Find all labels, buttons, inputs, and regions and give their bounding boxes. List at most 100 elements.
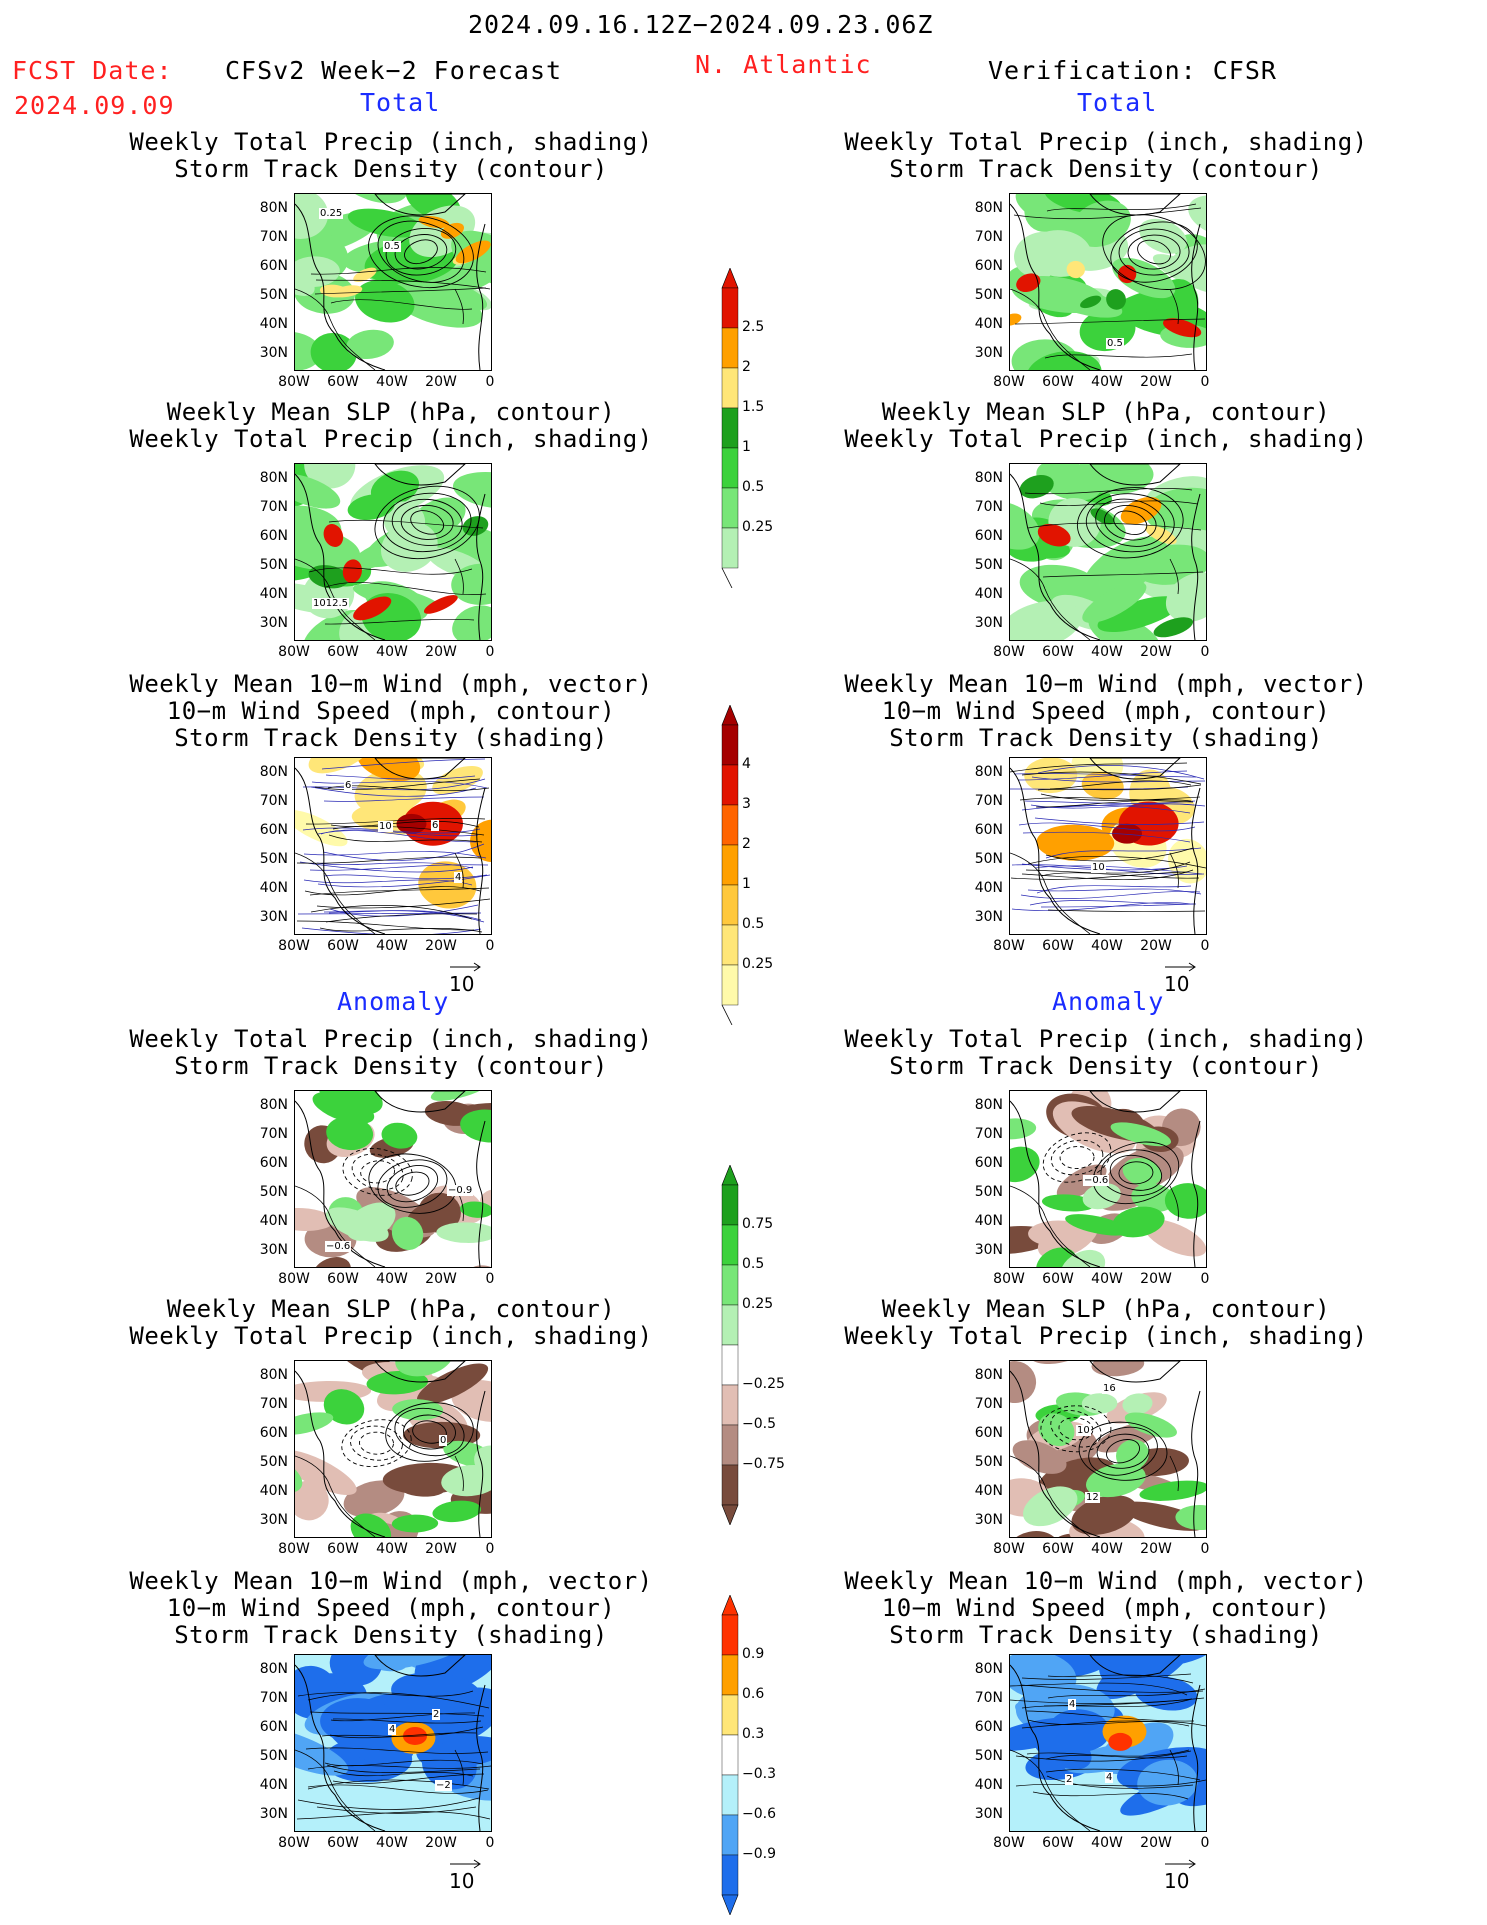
panel-title-line: Weekly Total Precip (inch, shading) [844, 1322, 1368, 1350]
lat-tick-label: 30N [974, 615, 1003, 631]
contour-label: 6 [344, 780, 353, 791]
map-panel-fcst-precip-anom: −0.9 −0.6 [294, 1090, 492, 1268]
lat-tick-label: 50N [259, 1184, 288, 1200]
map-field-svg [1010, 1655, 1206, 1831]
colorbar-track_anom [721, 1595, 739, 1915]
lon-tick-label: 0 [485, 1541, 495, 1557]
lat-tick-label: 70N [259, 1126, 288, 1142]
colorbar-tick-label: 0.25 [742, 956, 774, 972]
map-field-svg [1010, 758, 1206, 934]
vector-ref-value: 10 [449, 1869, 475, 1893]
colorbar-tick-label: 0.25 [742, 1296, 774, 1312]
lon-tick-label: 40W [376, 1541, 408, 1557]
lat-tick-label: 40N [974, 1777, 1003, 1793]
lon-tick-label: 80W [278, 644, 310, 660]
lat-tick-label: 50N [974, 287, 1003, 303]
panel-title-line: Weekly Mean 10−m Wind (mph, vector) [129, 670, 653, 698]
map-panel-fcst-precip-total: 0.25 0.5 [294, 193, 492, 371]
lon-tick-label: 60W [1042, 644, 1074, 660]
panel-title-line: Weekly Total Precip (inch, shading) [129, 425, 653, 453]
lat-tick-label: 60N [259, 258, 288, 274]
map-panel-fcst-wind-anom: 2 −2 4 [294, 1654, 492, 1832]
lat-tick-label: 70N [259, 1690, 288, 1706]
lon-tick-label: 20W [1140, 938, 1172, 954]
lon-tick-label: 40W [1091, 644, 1123, 660]
lon-tick-label: 0 [1200, 1541, 1210, 1557]
map-field-svg [295, 1091, 491, 1267]
contour-label: 10 [1091, 862, 1106, 873]
contour-label: 16 [1102, 1383, 1117, 1394]
colorbar-tick-label: −0.9 [742, 1846, 776, 1862]
lat-tick-label: 50N [974, 1454, 1003, 1470]
lat-tick-label: 60N [974, 1155, 1003, 1171]
lat-tick-label: 80N [974, 200, 1003, 216]
vector-ref-value: 10 [449, 972, 475, 996]
lat-tick-label: 40N [259, 880, 288, 896]
lon-tick-label: 60W [1042, 1271, 1074, 1287]
lat-tick-label: 30N [974, 909, 1003, 925]
lon-tick-label: 0 [485, 644, 495, 660]
lat-tick-label: 30N [974, 1512, 1003, 1528]
colorbar-track_total [721, 705, 739, 1025]
map-panel-obs-precip-anom: −0.6 [1009, 1090, 1207, 1268]
lon-tick-label: 80W [993, 1271, 1025, 1287]
contour-label: −2 [435, 1780, 452, 1791]
map-field-svg [295, 758, 491, 934]
map-field-svg [1010, 194, 1206, 370]
contour-label: 4 [454, 872, 463, 883]
lat-tick-label: 70N [259, 793, 288, 809]
contour-label: 12 [1085, 1492, 1100, 1503]
contour-label: −0.9 [447, 1185, 474, 1196]
colorbar-tick-label: 0.3 [742, 1726, 765, 1742]
lon-tick-label: 40W [376, 1835, 408, 1851]
lat-tick-label: 70N [259, 499, 288, 515]
lon-tick-label: 40W [1091, 938, 1123, 954]
lat-tick-label: 80N [974, 1367, 1003, 1383]
lon-tick-label: 40W [376, 938, 408, 954]
colorbar-tick-label: 0.75 [742, 1216, 774, 1232]
vector-arrow-icon [1165, 962, 1196, 972]
lon-tick-label: 40W [376, 644, 408, 660]
lon-tick-label: 60W [1042, 938, 1074, 954]
panel-title-line: Weekly Total Precip (inch, shading) [844, 128, 1368, 156]
panel-title-line: Weekly Total Precip (inch, shading) [129, 128, 653, 156]
colorbar-tick-label: 4 [742, 756, 751, 772]
panel-title-line: Weekly Mean SLP (hPa, contour) [166, 1295, 616, 1323]
lat-tick-label: 70N [974, 499, 1003, 515]
lat-tick-label: 40N [974, 1213, 1003, 1229]
panel-title-line: Weekly Total Precip (inch, shading) [129, 1322, 653, 1350]
contour-label: 0.5 [383, 241, 401, 252]
panel-title-line: 10−m Wind Speed (mph, contour) [166, 1594, 616, 1622]
lon-tick-label: 20W [425, 644, 457, 660]
lon-tick-label: 40W [376, 1271, 408, 1287]
lat-tick-label: 40N [259, 1483, 288, 1499]
lon-tick-label: 40W [376, 374, 408, 390]
lat-tick-label: 70N [974, 229, 1003, 245]
map-panel-obs-wind-total: 10 [1009, 757, 1207, 935]
lon-tick-label: 60W [327, 1835, 359, 1851]
lon-tick-label: 80W [278, 1835, 310, 1851]
map-field-svg [1010, 464, 1206, 640]
panel-title-line: Weekly Total Precip (inch, shading) [129, 1025, 653, 1053]
panel-title-line: Storm Track Density (contour) [889, 1052, 1323, 1080]
colorbar-tick-label: 0.5 [742, 1256, 765, 1272]
lat-tick-label: 30N [259, 345, 288, 361]
map-panel-fcst-slp-total: 1012.5 [294, 463, 492, 641]
lat-tick-label: 30N [974, 1242, 1003, 1258]
map-panel-fcst-wind-total: 4 6 10 6 [294, 757, 492, 935]
lat-tick-label: 50N [974, 851, 1003, 867]
vector-reference: 10 [1164, 962, 1198, 996]
contour-label: 10 [1076, 1425, 1091, 1436]
contour-label: −0.6 [1083, 1175, 1110, 1186]
contour-label: 10 [378, 821, 393, 832]
lon-tick-label: 60W [327, 374, 359, 390]
vector-reference: 10 [449, 1859, 483, 1893]
vector-ref-value: 10 [1164, 972, 1190, 996]
vector-arrow-icon [1165, 1859, 1196, 1869]
contour-label: 0.25 [319, 208, 344, 219]
lat-tick-label: 40N [974, 880, 1003, 896]
contour-label: 1012.5 [312, 598, 349, 609]
lat-tick-label: 80N [974, 470, 1003, 486]
lon-tick-label: 20W [1140, 1835, 1172, 1851]
lat-tick-label: 40N [259, 1213, 288, 1229]
